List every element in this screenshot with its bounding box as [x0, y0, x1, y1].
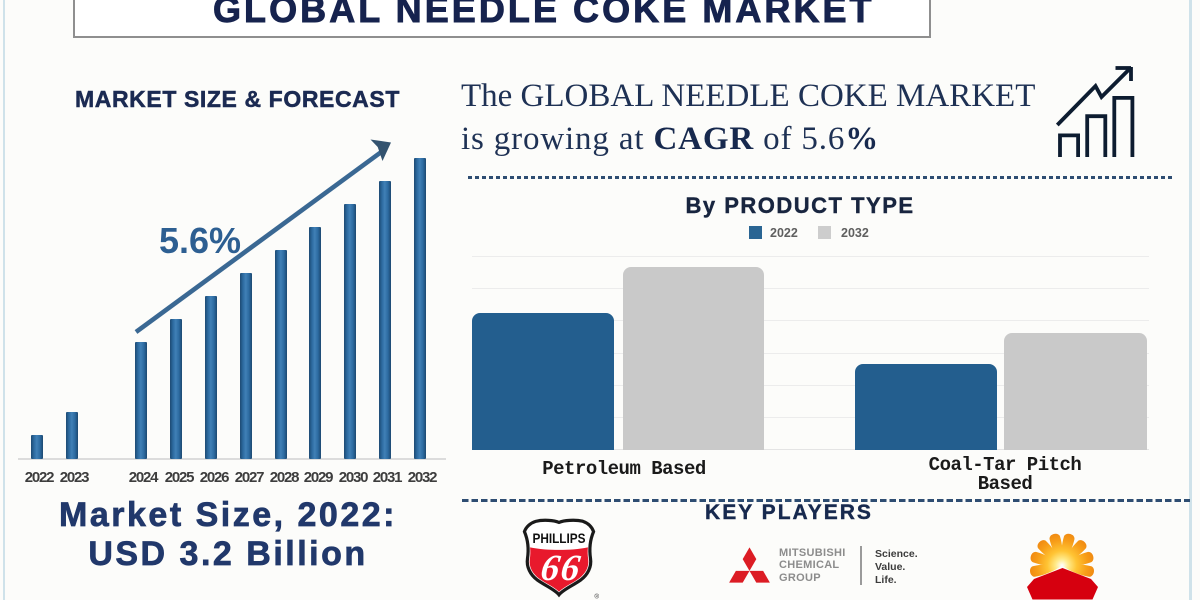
svg-text:66: 66	[538, 548, 584, 589]
svg-text:®: ®	[594, 592, 599, 600]
svg-text:PHILLIPS: PHILLIPS	[532, 531, 585, 546]
